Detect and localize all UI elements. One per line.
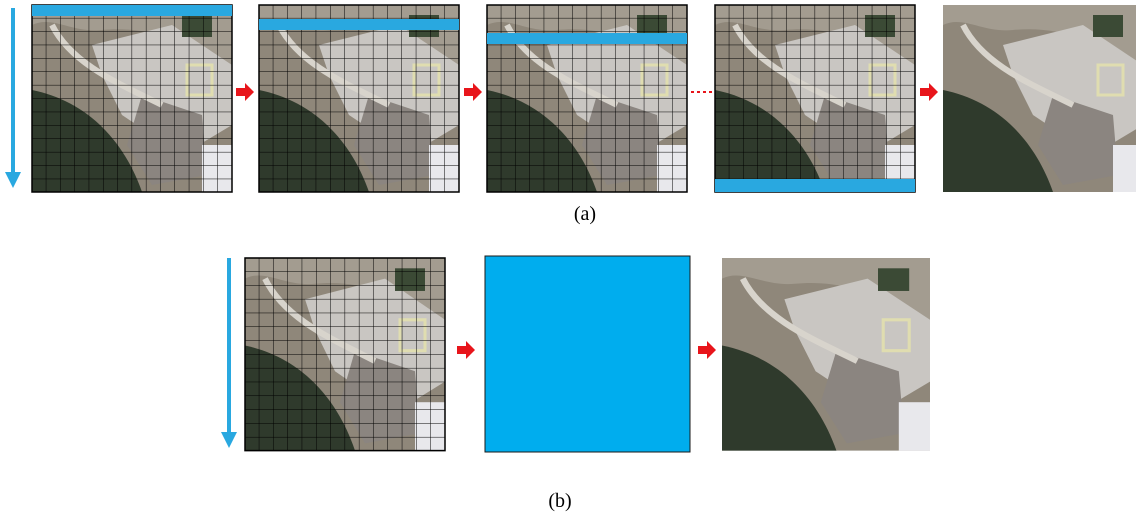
full-scan-block xyxy=(485,256,690,452)
figure: (a) (b) xyxy=(0,0,1136,516)
scan-bar xyxy=(259,19,459,30)
output-image xyxy=(943,5,1136,192)
scan-bar xyxy=(487,33,687,44)
panel-label: (b) xyxy=(548,490,571,512)
grid-image xyxy=(32,5,232,192)
grid-image xyxy=(715,5,915,192)
grid-image xyxy=(259,5,459,192)
panel-label: (a) xyxy=(574,203,596,225)
output-image xyxy=(722,258,930,451)
grid-image xyxy=(245,258,445,451)
scan-bar xyxy=(715,179,915,192)
red-arrow xyxy=(464,83,482,101)
red-arrow xyxy=(920,83,938,101)
red-arrow xyxy=(457,341,475,359)
red-arrow xyxy=(236,83,254,101)
red-arrow xyxy=(698,341,716,359)
scan-bar xyxy=(32,5,232,16)
